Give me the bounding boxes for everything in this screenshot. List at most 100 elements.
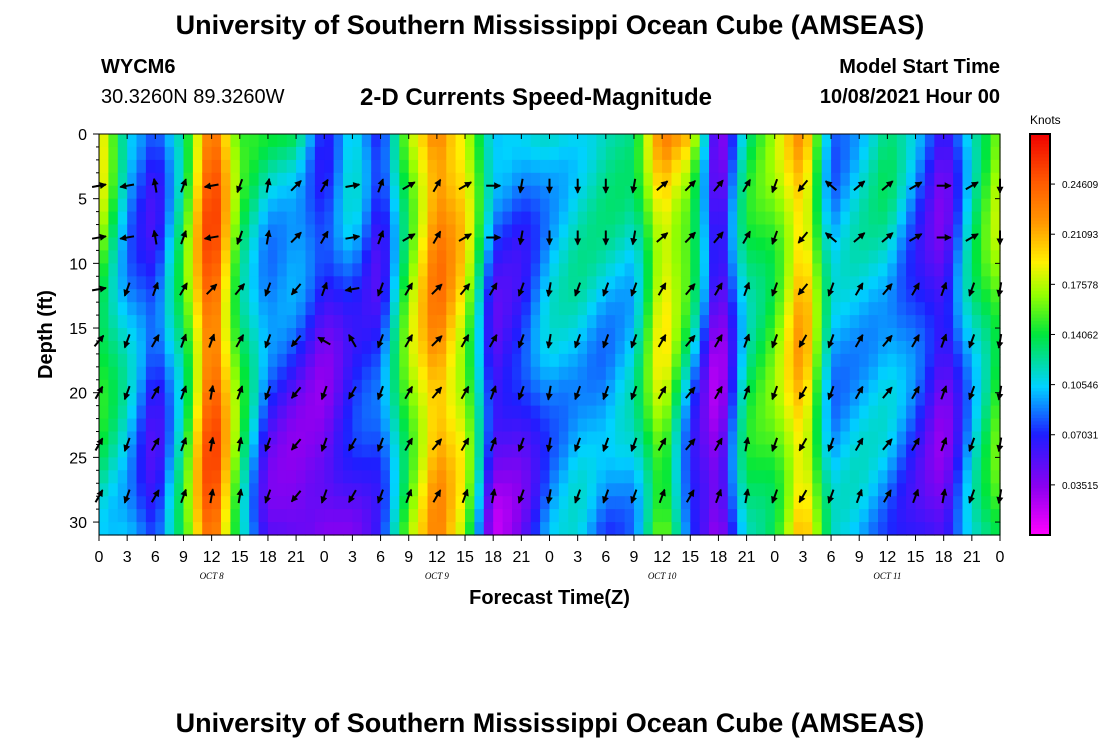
heatmap-cell bbox=[427, 211, 438, 226]
heatmap-cell bbox=[408, 237, 419, 251]
heatmap-cell bbox=[427, 496, 438, 510]
heatmap-cell bbox=[821, 276, 832, 290]
heatmap-cell bbox=[333, 263, 344, 277]
heatmap-cell bbox=[727, 366, 738, 381]
heatmap-cell bbox=[699, 341, 710, 355]
heatmap-cell bbox=[436, 341, 447, 355]
heatmap-cell bbox=[136, 341, 147, 355]
colorbar-segment bbox=[1030, 484, 1050, 489]
heatmap-cell bbox=[831, 315, 842, 329]
heatmap-cell bbox=[530, 315, 541, 329]
heatmap-cell bbox=[446, 289, 457, 303]
heatmap-cell bbox=[408, 276, 419, 290]
heatmap-cell bbox=[230, 418, 241, 433]
heatmap-cell bbox=[690, 159, 701, 174]
colorbar-segment bbox=[1030, 401, 1050, 406]
heatmap-cell bbox=[164, 366, 175, 381]
heatmap-cell bbox=[624, 418, 635, 433]
heatmap-cell bbox=[549, 185, 560, 200]
heatmap-cell bbox=[418, 134, 429, 148]
colorbar-segment bbox=[1030, 170, 1050, 175]
heatmap-cell bbox=[784, 198, 795, 213]
heatmap-cell bbox=[230, 509, 241, 523]
heatmap-cell bbox=[230, 457, 241, 471]
heatmap-cell bbox=[521, 224, 532, 238]
heatmap-cell bbox=[962, 522, 973, 536]
heatmap-cell bbox=[615, 237, 626, 251]
heatmap-cell bbox=[849, 211, 860, 226]
heatmap-cell bbox=[868, 392, 879, 407]
heatmap-cell bbox=[558, 146, 569, 161]
heatmap-cell bbox=[849, 366, 860, 381]
heatmap-cell bbox=[258, 431, 269, 445]
heatmap-cell bbox=[953, 263, 964, 277]
heatmap-cell bbox=[530, 379, 541, 394]
heatmap-cell bbox=[108, 457, 119, 471]
heatmap-cell bbox=[286, 418, 297, 433]
heatmap-cell bbox=[211, 276, 222, 290]
colorbar-segment bbox=[1030, 304, 1050, 309]
heatmap-cell bbox=[699, 276, 710, 290]
colorbar-segment bbox=[1030, 164, 1050, 169]
heatmap-cell bbox=[662, 379, 673, 394]
heatmap-cell bbox=[934, 198, 945, 213]
heatmap-cell bbox=[361, 263, 372, 277]
heatmap-cell bbox=[540, 392, 551, 407]
heatmap-cell bbox=[868, 276, 879, 290]
heatmap-cell bbox=[277, 237, 288, 251]
heatmap-cell bbox=[971, 276, 982, 290]
heatmap-cell bbox=[183, 522, 194, 536]
heatmap-cell bbox=[221, 457, 231, 471]
heatmap-cell bbox=[990, 483, 1001, 497]
heatmap-cell bbox=[296, 263, 307, 277]
heatmap-cell bbox=[512, 172, 522, 187]
heatmap-cell bbox=[662, 224, 673, 238]
current-vector-head bbox=[517, 495, 525, 504]
heatmap-cell bbox=[868, 302, 879, 316]
heatmap-cell bbox=[718, 341, 729, 355]
heatmap-cell bbox=[277, 483, 288, 497]
heatmap-cell bbox=[549, 392, 560, 407]
heatmap-cell bbox=[465, 328, 475, 342]
heatmap-cell bbox=[924, 302, 935, 316]
heatmap-cell bbox=[774, 134, 785, 148]
heatmap-cell bbox=[680, 366, 691, 381]
colorbar-segment bbox=[1030, 294, 1050, 299]
current-vector-head bbox=[771, 444, 778, 452]
heatmap-cell bbox=[906, 224, 917, 238]
heatmap-cell bbox=[943, 366, 954, 381]
current-vector-head bbox=[885, 386, 893, 395]
heatmap-cell bbox=[605, 315, 616, 329]
heatmap-cell bbox=[314, 211, 325, 226]
heatmap-cell bbox=[371, 159, 382, 174]
heatmap-cell bbox=[671, 405, 682, 420]
heatmap-cell bbox=[305, 302, 316, 316]
current-vector-head bbox=[574, 495, 581, 504]
heatmap-cell bbox=[155, 224, 166, 238]
current-vector-head bbox=[208, 436, 216, 445]
heatmap-cell bbox=[906, 159, 917, 174]
heatmap-cell bbox=[680, 444, 691, 458]
heatmap-cell bbox=[981, 392, 992, 407]
heatmap-cell bbox=[286, 159, 297, 174]
heatmap-cell bbox=[624, 315, 635, 329]
heatmap-cell bbox=[831, 185, 842, 200]
heatmap-cell bbox=[296, 185, 307, 200]
heatmap-cell bbox=[690, 198, 701, 213]
heatmap-cell bbox=[990, 444, 1001, 458]
heatmap-cell bbox=[671, 328, 682, 342]
heatmap-cell bbox=[512, 405, 522, 420]
heatmap-cell bbox=[192, 366, 203, 381]
heatmap-cell bbox=[953, 224, 964, 238]
heatmap-cell bbox=[605, 379, 616, 394]
heatmap-cell bbox=[145, 302, 156, 316]
heatmap-cell bbox=[596, 341, 607, 355]
heatmap-cell bbox=[896, 470, 907, 484]
heatmap-cell bbox=[765, 302, 776, 316]
current-vector-head bbox=[96, 385, 103, 394]
heatmap-cell bbox=[192, 457, 203, 471]
heatmap-cell bbox=[418, 263, 429, 277]
heatmap-cell bbox=[765, 392, 776, 407]
heatmap-cell bbox=[221, 353, 231, 368]
heatmap-cell bbox=[155, 237, 166, 251]
